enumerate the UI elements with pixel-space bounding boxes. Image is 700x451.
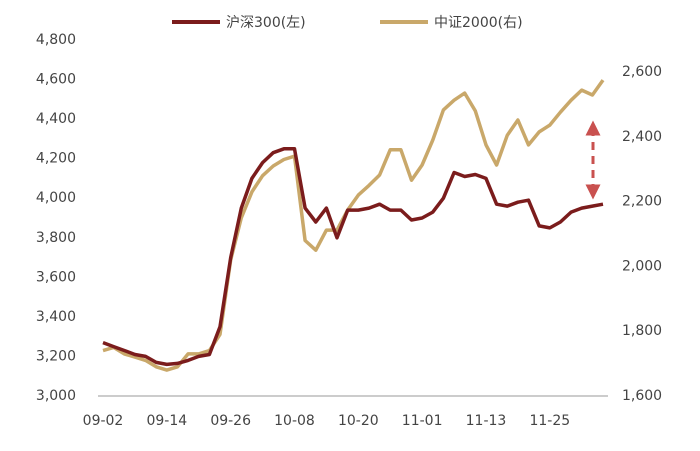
y-tick-label: 3,000 xyxy=(36,388,76,404)
y2-tick-label: 1,800 xyxy=(622,323,662,339)
y-tick-label: 4,000 xyxy=(36,190,76,206)
y2-tick-label: 2,000 xyxy=(622,258,662,274)
y-tick-label: 4,200 xyxy=(36,151,76,167)
legend-label: 沪深300(左) xyxy=(226,15,306,31)
series-line xyxy=(102,147,604,367)
x-tick-label: 11-13 xyxy=(466,413,507,429)
y-tick-label: 4,400 xyxy=(36,111,76,127)
y2-tick-label: 1,600 xyxy=(622,388,662,404)
x-tick-label: 11-01 xyxy=(402,413,443,429)
x-tick-label: 10-20 xyxy=(338,413,379,429)
x-tick-label: 11-25 xyxy=(529,413,570,429)
y-tick-label: 3,200 xyxy=(36,348,76,364)
y2-tick-label: 2,400 xyxy=(622,129,662,145)
x-tick-label: 09-14 xyxy=(146,413,187,429)
y-tick-label: 3,800 xyxy=(36,230,76,246)
y-tick-label: 4,600 xyxy=(36,72,76,88)
x-tick-label: 09-02 xyxy=(83,413,124,429)
x-tick-label: 09-26 xyxy=(210,413,251,429)
y2-tick-label: 2,200 xyxy=(622,194,662,210)
series-line xyxy=(102,79,605,372)
y-tick-label: 3,600 xyxy=(36,269,76,285)
y-tick-label: 3,400 xyxy=(36,309,76,325)
y-tick-label: 4,800 xyxy=(36,32,76,48)
y2-tick-label: 2,600 xyxy=(622,64,662,80)
legend-label: 中证2000(右) xyxy=(434,15,523,31)
x-tick-label: 10-08 xyxy=(274,413,315,429)
